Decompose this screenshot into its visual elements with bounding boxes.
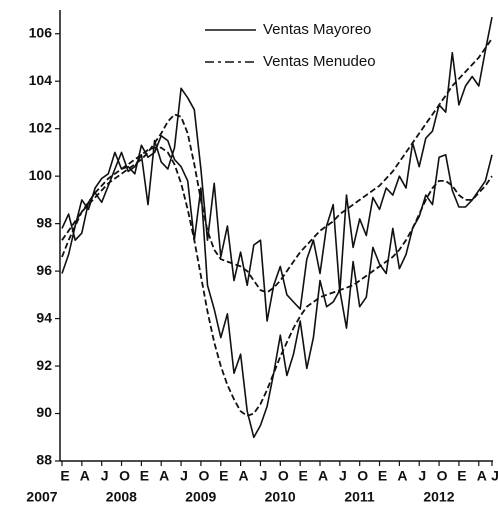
x-tick-label: E <box>60 468 69 484</box>
y-tick-label: 96 <box>36 262 52 278</box>
x-tick-label: O <box>357 468 368 484</box>
y-tick-label: 102 <box>29 119 53 135</box>
x-tick-label: O <box>278 468 289 484</box>
x-tick-label: E <box>219 468 228 484</box>
x-tick-label: A <box>477 468 487 484</box>
x-tick-label: J <box>180 468 188 484</box>
y-tick-label: 90 <box>36 404 52 420</box>
legend-label: Ventas Mayoreo <box>263 21 371 38</box>
x-tick-label: E <box>378 468 387 484</box>
x-tick-label: A <box>397 468 407 484</box>
year-label: 2008 <box>106 489 137 505</box>
x-tick-label: J <box>491 468 498 484</box>
y-tick-label: 98 <box>36 214 52 230</box>
x-tick-label: E <box>140 468 149 484</box>
x-tick-label: O <box>198 468 209 484</box>
year-label: 2011 <box>344 489 375 505</box>
year-label: 2007 <box>26 489 57 505</box>
y-tick-label: 88 <box>36 452 52 468</box>
x-tick-label: A <box>239 468 249 484</box>
x-tick-label: O <box>119 468 130 484</box>
x-tick-label: J <box>418 468 426 484</box>
x-tick-label: O <box>437 468 448 484</box>
series-line <box>61 16 493 322</box>
x-tick-label: A <box>318 468 328 484</box>
x-tick-label: A <box>80 468 90 484</box>
x-tick-label: E <box>298 468 307 484</box>
y-tick-label: 104 <box>29 72 53 88</box>
x-tick-label: J <box>101 468 109 484</box>
year-label: 2012 <box>423 489 454 505</box>
x-tick-label: A <box>159 468 169 484</box>
x-tick-label: E <box>457 468 466 484</box>
y-tick-label: 100 <box>29 167 53 183</box>
year-label: 2010 <box>265 489 296 505</box>
y-tick-label: 106 <box>29 24 53 40</box>
series-line <box>61 135 493 439</box>
x-tick-label: J <box>339 468 347 484</box>
trend-line <box>61 146 493 417</box>
x-tick-label: J <box>260 468 268 484</box>
year-label: 2009 <box>185 489 216 505</box>
trend-line <box>61 37 493 294</box>
legend-label: Ventas Menudeo <box>263 53 376 70</box>
y-tick-label: 92 <box>36 357 52 373</box>
y-tick-label: 94 <box>36 309 52 325</box>
